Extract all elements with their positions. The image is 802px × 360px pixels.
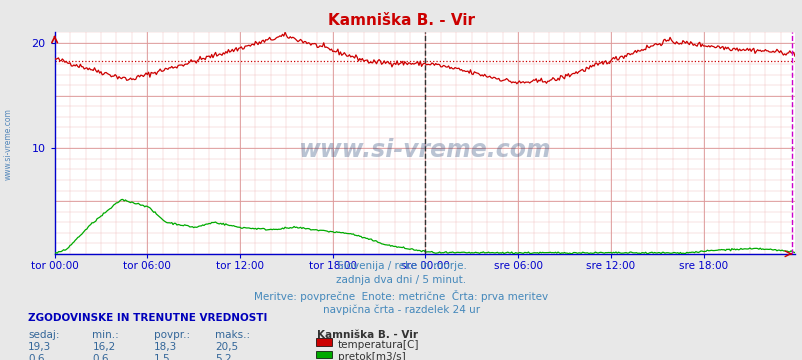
Text: navpična črta - razdelek 24 ur: navpična črta - razdelek 24 ur — [322, 304, 480, 315]
Text: Kamniška B. - Vir: Kamniška B. - Vir — [327, 13, 475, 28]
Text: 16,2: 16,2 — [92, 342, 115, 352]
Text: 20,5: 20,5 — [215, 342, 238, 352]
Text: pretok[m3/s]: pretok[m3/s] — [338, 352, 405, 360]
Text: temperatura[C]: temperatura[C] — [338, 340, 419, 350]
Text: www.si-vreme.com: www.si-vreme.com — [298, 138, 550, 162]
Text: povpr.:: povpr.: — [154, 330, 190, 341]
Text: 18,3: 18,3 — [154, 342, 177, 352]
Text: ZGODOVINSKE IN TRENUTNE VREDNOSTI: ZGODOVINSKE IN TRENUTNE VREDNOSTI — [28, 313, 267, 323]
Text: 1,5: 1,5 — [154, 354, 171, 360]
Text: 0,6: 0,6 — [28, 354, 45, 360]
Text: www.si-vreme.com: www.si-vreme.com — [3, 108, 13, 180]
Text: 0,6: 0,6 — [92, 354, 109, 360]
Text: Kamniška B. - Vir: Kamniška B. - Vir — [317, 330, 418, 341]
Text: 5,2: 5,2 — [215, 354, 232, 360]
Text: 19,3: 19,3 — [28, 342, 51, 352]
Text: zadnja dva dni / 5 minut.: zadnja dva dni / 5 minut. — [336, 275, 466, 285]
Text: sedaj:: sedaj: — [28, 330, 59, 341]
Text: maks.:: maks.: — [215, 330, 250, 341]
Text: Slovenija / reke in morje.: Slovenija / reke in morje. — [336, 261, 466, 271]
Text: Meritve: povprečne  Enote: metrične  Črta: prva meritev: Meritve: povprečne Enote: metrične Črta:… — [254, 290, 548, 302]
Text: min.:: min.: — [92, 330, 119, 341]
